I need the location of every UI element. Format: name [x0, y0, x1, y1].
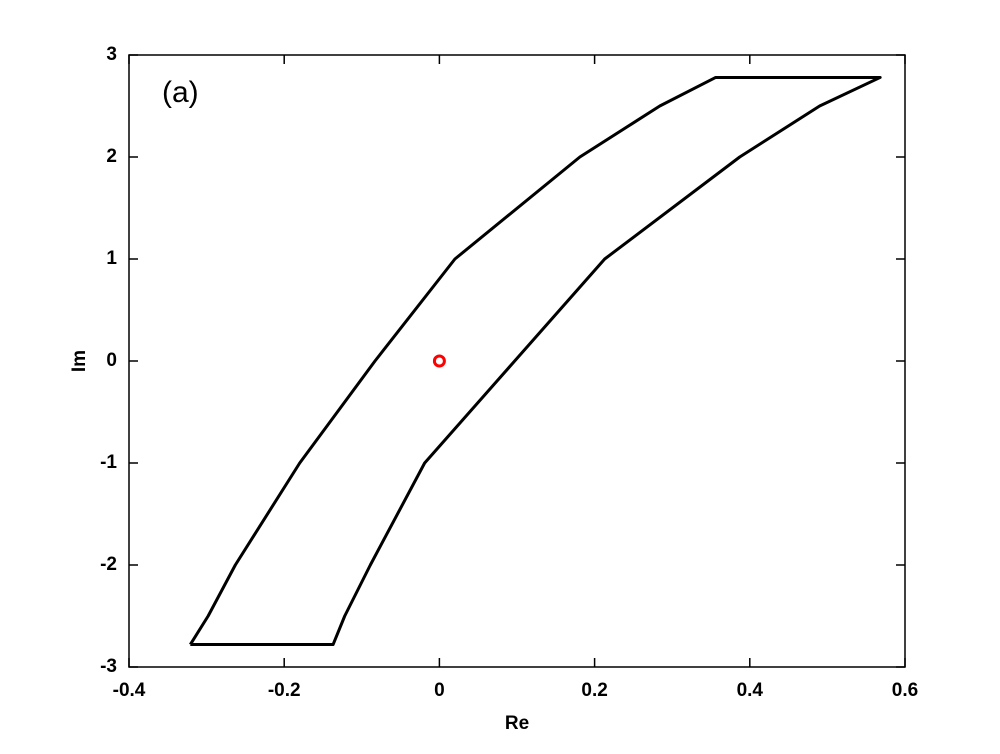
x-tick-label: 0.6 — [892, 680, 918, 701]
x-axis-label: Re — [505, 713, 529, 734]
y-tick-label: 2 — [106, 146, 117, 167]
marker — [432, 354, 446, 368]
y-tick-label: 3 — [106, 44, 117, 65]
x-tick-label: 0 — [434, 680, 445, 701]
y-tick-label: -3 — [100, 656, 117, 677]
y-axis-label: Im — [69, 350, 90, 372]
y-tick-label: 0 — [106, 350, 117, 371]
y-tick-label: -1 — [100, 452, 117, 473]
x-tick-label: -0.4 — [113, 680, 146, 701]
plot-frame — [128, 54, 906, 668]
y-tick-label: -2 — [100, 554, 117, 575]
y-tick-label: 1 — [106, 248, 117, 269]
x-tick-label: 0.4 — [737, 680, 764, 701]
x-tick-label: -0.2 — [268, 680, 301, 701]
x-tick-label: 0.2 — [581, 680, 607, 701]
curve — [189, 75, 882, 647]
annotation: (a) — [162, 76, 199, 109]
